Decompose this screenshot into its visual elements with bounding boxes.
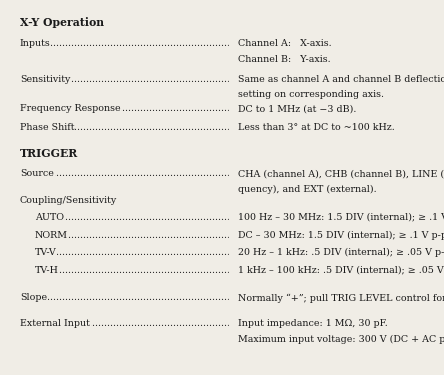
Text: NORM: NORM <box>35 231 67 240</box>
Text: setting on corresponding axis.: setting on corresponding axis. <box>238 90 384 99</box>
Text: Source: Source <box>20 170 54 178</box>
Text: 20 Hz – 1 kHz: .5 DIV (internal); ≥ .05 V p-p (external).: 20 Hz – 1 kHz: .5 DIV (internal); ≥ .05 … <box>238 248 444 257</box>
Text: Channel A:   X-axis.: Channel A: X-axis. <box>238 39 331 48</box>
Bar <box>229 0 444 375</box>
Text: ................................................................................: ........................................… <box>35 248 444 257</box>
Text: ................................................................................: ........................................… <box>20 293 444 302</box>
Text: 1 kHz – 100 kHz: .5 DIV (internal); ≥ .05 V p-p (external).: 1 kHz – 100 kHz: .5 DIV (internal); ≥ .0… <box>238 266 444 275</box>
Text: setting on corresponding axis.: setting on corresponding axis. <box>238 90 384 99</box>
Text: ................................................................................: ........................................… <box>20 75 444 84</box>
Text: DC – 30 MHz: 1.5 DIV (internal); ≥ .1 V p-p (external).: DC – 30 MHz: 1.5 DIV (internal); ≥ .1 V … <box>238 231 444 240</box>
Text: TRIGGER: TRIGGER <box>20 148 78 159</box>
Text: 1 kHz – 100 kHz: .5 DIV (internal); ≥ .05 V p-p (external).: 1 kHz – 100 kHz: .5 DIV (internal); ≥ .0… <box>238 266 444 275</box>
Text: ................................................................................: ........................................… <box>20 39 444 48</box>
Text: Less than 3° at DC to ~100 kHz.: Less than 3° at DC to ~100 kHz. <box>238 123 394 132</box>
Text: 100 Hz – 30 MHz: 1.5 DIV (internal); ≥ .1 V p-p (external).: 100 Hz – 30 MHz: 1.5 DIV (internal); ≥ .… <box>238 213 444 222</box>
Text: Slope: Slope <box>20 293 47 302</box>
Text: ................................................................................: ........................................… <box>35 231 444 240</box>
Text: Normally “+”; pull TRIG LEVEL control for “−” .: Normally “+”; pull TRIG LEVEL control fo… <box>238 293 444 303</box>
Text: Less than 3° at DC to ~100 kHz.: Less than 3° at DC to ~100 kHz. <box>238 123 394 132</box>
Text: 100 Hz – 30 MHz: 1.5 DIV (internal); ≥ .1 V p-p (external).: 100 Hz – 30 MHz: 1.5 DIV (internal); ≥ .… <box>238 213 444 222</box>
Text: Maximum input voltage: 300 V (DC + AC peak).: Maximum input voltage: 300 V (DC + AC pe… <box>238 334 444 344</box>
Text: Channel B:   Y-axis.: Channel B: Y-axis. <box>238 55 330 64</box>
Text: Maximum input voltage: 300 V (DC + AC peak).: Maximum input voltage: 300 V (DC + AC pe… <box>238 334 444 344</box>
Text: Inputs: Inputs <box>20 39 51 48</box>
Text: ................................................................................: ........................................… <box>35 266 444 275</box>
Text: quency), and EXT (external).: quency), and EXT (external). <box>238 184 376 194</box>
Text: CHA (channel A), CHB (channel B), LINE (line fre-: CHA (channel A), CHB (channel B), LINE (… <box>238 170 444 178</box>
Text: TV-V: TV-V <box>35 248 56 257</box>
Text: Sensitivity: Sensitivity <box>20 75 70 84</box>
Text: ................................................................................: ........................................… <box>20 123 444 132</box>
Text: Input impedance: 1 MΩ, 30 pF.: Input impedance: 1 MΩ, 30 pF. <box>238 320 387 328</box>
Text: Same as channel A and channel B deflection factor switch: Same as channel A and channel B deflecti… <box>238 75 444 84</box>
Text: DC to 1 MHz (at −3 dB).: DC to 1 MHz (at −3 dB). <box>238 104 356 113</box>
Text: AUTO: AUTO <box>35 213 63 222</box>
Text: ................................................................................: ........................................… <box>20 104 444 113</box>
Text: DC – 30 MHz: 1.5 DIV (internal); ≥ .1 V p-p (external).: DC – 30 MHz: 1.5 DIV (internal); ≥ .1 V … <box>238 231 444 240</box>
Text: Channel A:   X-axis.: Channel A: X-axis. <box>238 39 331 48</box>
Text: Frequency Response: Frequency Response <box>20 104 121 113</box>
Text: Same as channel A and channel B deflection factor switch: Same as channel A and channel B deflecti… <box>238 75 444 84</box>
Text: Phase Shift: Phase Shift <box>20 123 75 132</box>
Text: Coupling/Sensitivity: Coupling/Sensitivity <box>20 196 117 205</box>
Text: Normally “+”; pull TRIG LEVEL control for “−” .: Normally “+”; pull TRIG LEVEL control fo… <box>238 293 444 303</box>
Text: External Input: External Input <box>20 320 90 328</box>
Text: DC to 1 MHz (at −3 dB).: DC to 1 MHz (at −3 dB). <box>238 104 356 113</box>
Text: ................................................................................: ........................................… <box>35 213 444 222</box>
Text: TV-H: TV-H <box>35 266 59 275</box>
Text: CHA (channel A), CHB (channel B), LINE (line fre-: CHA (channel A), CHB (channel B), LINE (… <box>238 170 444 178</box>
Text: quency), and EXT (external).: quency), and EXT (external). <box>238 184 376 194</box>
Text: X-Y Operation: X-Y Operation <box>20 17 104 28</box>
Text: Channel B:   Y-axis.: Channel B: Y-axis. <box>238 55 330 64</box>
Text: 20 Hz – 1 kHz: .5 DIV (internal); ≥ .05 V p-p (external).: 20 Hz – 1 kHz: .5 DIV (internal); ≥ .05 … <box>238 248 444 257</box>
Text: ................................................................................: ........................................… <box>20 320 444 328</box>
Text: ................................................................................: ........................................… <box>20 170 444 178</box>
Text: Input impedance: 1 MΩ, 30 pF.: Input impedance: 1 MΩ, 30 pF. <box>238 320 387 328</box>
